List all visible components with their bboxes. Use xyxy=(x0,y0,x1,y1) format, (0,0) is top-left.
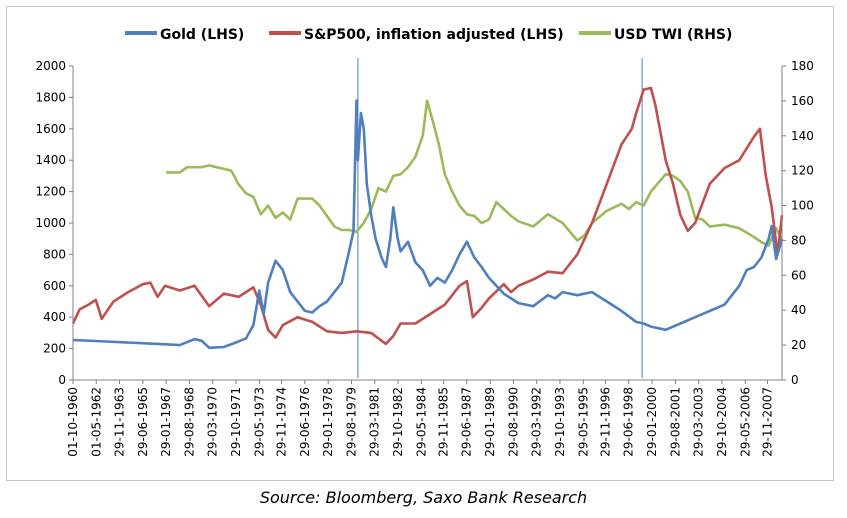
series-line-gold-lhs xyxy=(72,99,784,350)
legend-label-sp500: S&P500, inflation adjusted (LHS) xyxy=(304,27,564,43)
y-right-tick-label: 0 xyxy=(791,373,799,387)
x-tick-label: 29-01-2000 xyxy=(645,387,659,457)
x-tick-label: 29-01-1989 xyxy=(483,387,497,457)
y-left-tick-label: 1200 xyxy=(35,185,66,199)
x-tick-label: 01-10-1960 xyxy=(66,387,80,457)
x-tick-label: 29-08-1990 xyxy=(506,387,520,457)
y-right-tick-label: 140 xyxy=(791,129,814,143)
y-left-tick-label: 400 xyxy=(43,310,66,324)
chart-frame: Gold (LHS) S&P500, inflation adjusted (L… xyxy=(6,6,834,481)
x-tick-label: 29-03-1992 xyxy=(530,387,544,457)
line-chart: Gold (LHS) S&P500, inflation adjusted (L… xyxy=(35,27,813,457)
y-left-tick-label: 0 xyxy=(58,373,66,387)
y-right-tick-label: 60 xyxy=(791,268,806,282)
y-left-tick-label: 1600 xyxy=(35,122,66,136)
x-tick-label: 29-05-1984 xyxy=(414,387,428,457)
legend-label-usd-twi: USD TWI (RHS) xyxy=(614,27,732,43)
y-right-tick-label: 180 xyxy=(791,59,814,73)
x-tick-label: 29-01-1967 xyxy=(159,387,173,457)
x-tick-label: 29-03-1970 xyxy=(206,387,220,457)
x-tick-label: 29-06-1998 xyxy=(622,387,636,457)
axes: 0 200 400 600 800 1000 1200 1400 1600 1800 2000 0 20… xyxy=(35,59,813,457)
legend: Gold (LHS) S&P500, inflation adjusted (L… xyxy=(125,27,732,43)
y-left-tick-label: 2000 xyxy=(35,59,66,73)
x-tick-label: 29-08-1979 xyxy=(344,387,358,457)
series-line-usd-twi-rhs xyxy=(166,99,784,247)
x-tick-label: 29-11-2007 xyxy=(760,387,774,457)
y-left-tick-label: 1800 xyxy=(35,90,66,104)
x-tick-label: 29-10-1993 xyxy=(553,387,567,457)
y-right-tick-label: 20 xyxy=(791,338,806,352)
x-tick-label: 29-03-2003 xyxy=(692,387,706,457)
source-caption: Source: Bloomberg, Saxo Bank Research xyxy=(259,488,588,507)
y-right-tick-label: 120 xyxy=(791,164,814,178)
x-tick-label: 29-08-2001 xyxy=(668,387,682,457)
y-right-tick-label: 160 xyxy=(791,94,814,108)
y-right-tick-label: 40 xyxy=(791,303,806,317)
y-right-tick-label: 100 xyxy=(791,199,814,213)
x-tick-label: 29-11-1996 xyxy=(598,387,612,457)
x-tick-label: 29-06-1987 xyxy=(460,387,474,457)
x-tick-label: 29-11-1985 xyxy=(436,387,450,457)
y-left-tick-label: 1400 xyxy=(35,153,66,167)
series-line-s-p500-inflation-adjusted-lhs xyxy=(71,86,784,346)
x-tick-label: 29-05-2006 xyxy=(738,387,752,457)
y-left-tick-label: 600 xyxy=(43,279,66,293)
x-tick-label: 29-06-1965 xyxy=(136,387,150,457)
x-tick-label: 29-11-1974 xyxy=(275,387,289,457)
x-tick-label: 29-05-1995 xyxy=(576,387,590,457)
plot-area xyxy=(71,86,784,350)
y-left-tick-label: 800 xyxy=(43,247,66,261)
x-tick-label: 29-03-1981 xyxy=(368,387,382,457)
x-tick-label: 29-11-1963 xyxy=(113,387,127,457)
x-tick-label: 29-06-1976 xyxy=(298,387,312,457)
x-tick-label: 29-10-2004 xyxy=(715,387,729,457)
x-tick-label: 29-10-1982 xyxy=(391,387,405,457)
x-tick-label: 01-05-1962 xyxy=(89,387,103,457)
x-tick-label: 29-10-1971 xyxy=(229,387,243,457)
y-right-tick-label: 80 xyxy=(791,233,806,247)
x-tick-label: 29-01-1978 xyxy=(321,387,335,457)
x-tick-label: 29-08-1968 xyxy=(182,387,196,457)
y-left-tick-label: 200 xyxy=(43,342,66,356)
legend-label-gold: Gold (LHS) xyxy=(160,27,244,43)
x-tick-label: 29-05-1973 xyxy=(252,387,266,457)
y-left-tick-label: 1000 xyxy=(35,216,66,230)
